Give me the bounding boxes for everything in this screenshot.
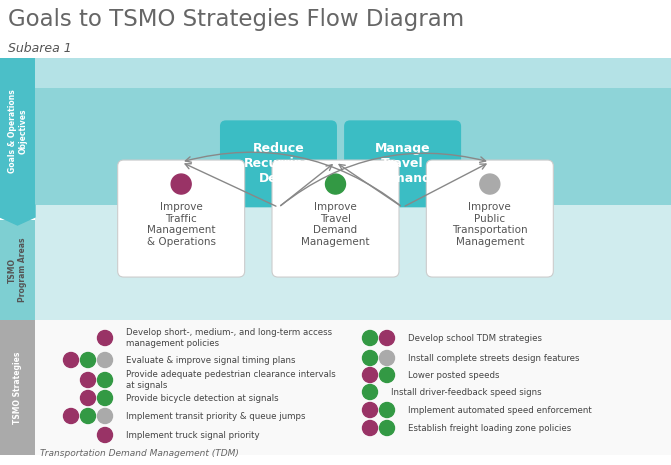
- Circle shape: [97, 352, 113, 367]
- FancyBboxPatch shape: [344, 120, 461, 207]
- Circle shape: [380, 420, 395, 436]
- Text: Establish freight loading zone policies: Establish freight loading zone policies: [408, 424, 571, 432]
- Circle shape: [81, 372, 95, 387]
- FancyBboxPatch shape: [35, 320, 671, 455]
- Circle shape: [380, 403, 395, 418]
- Text: Implement transit priority & queue jumps: Implement transit priority & queue jumps: [126, 412, 305, 420]
- Text: Implement automated speed enforcement: Implement automated speed enforcement: [408, 405, 592, 414]
- FancyBboxPatch shape: [0, 58, 35, 205]
- Circle shape: [362, 367, 378, 383]
- Circle shape: [380, 351, 395, 365]
- Text: Improve
Public
Transportation
Management: Improve Public Transportation Management: [452, 202, 527, 247]
- Circle shape: [380, 331, 395, 345]
- FancyBboxPatch shape: [35, 58, 671, 205]
- Circle shape: [97, 391, 113, 405]
- FancyBboxPatch shape: [272, 160, 399, 277]
- Text: Improve
Travel
Demand
Management: Improve Travel Demand Management: [301, 202, 370, 247]
- Text: Lower posted speeds: Lower posted speeds: [408, 371, 499, 379]
- Text: Subarea 1: Subarea 1: [8, 42, 72, 55]
- Circle shape: [362, 385, 378, 399]
- Circle shape: [81, 408, 95, 424]
- Text: Goals to TSMO Strategies Flow Diagram: Goals to TSMO Strategies Flow Diagram: [8, 8, 464, 31]
- Circle shape: [97, 427, 113, 443]
- FancyBboxPatch shape: [117, 160, 245, 277]
- Circle shape: [362, 403, 378, 418]
- FancyBboxPatch shape: [0, 320, 35, 455]
- Circle shape: [97, 408, 113, 424]
- Polygon shape: [0, 205, 35, 225]
- Circle shape: [97, 372, 113, 387]
- Text: Develop school TDM strategies: Develop school TDM strategies: [408, 333, 542, 343]
- Circle shape: [81, 391, 95, 405]
- Text: TSMO Strategies: TSMO Strategies: [13, 352, 22, 424]
- FancyBboxPatch shape: [220, 120, 337, 207]
- Circle shape: [380, 367, 395, 383]
- Circle shape: [362, 331, 378, 345]
- FancyBboxPatch shape: [35, 205, 671, 320]
- Circle shape: [362, 351, 378, 365]
- Text: Provide bicycle detection at signals: Provide bicycle detection at signals: [126, 393, 278, 403]
- Text: Transportation Demand Management (TDM): Transportation Demand Management (TDM): [40, 449, 239, 458]
- Text: Evaluate & improve signal timing plans: Evaluate & improve signal timing plans: [126, 356, 295, 365]
- Circle shape: [480, 174, 500, 194]
- Text: Improve
Traffic
Management
& Operations: Improve Traffic Management & Operations: [147, 202, 215, 247]
- Circle shape: [325, 174, 346, 194]
- Circle shape: [171, 174, 191, 194]
- Circle shape: [64, 408, 79, 424]
- FancyBboxPatch shape: [0, 220, 35, 320]
- Text: Goals & Operations
Objectives: Goals & Operations Objectives: [8, 90, 28, 173]
- Circle shape: [97, 331, 113, 345]
- Circle shape: [362, 420, 378, 436]
- FancyBboxPatch shape: [35, 58, 671, 88]
- Text: Implement truck signal priority: Implement truck signal priority: [126, 431, 260, 439]
- Text: Install complete streets design features: Install complete streets design features: [408, 353, 580, 363]
- Text: Reduce
Recurring
Delay: Reduce Recurring Delay: [244, 142, 313, 186]
- FancyBboxPatch shape: [426, 160, 554, 277]
- Text: TSMO
Program Areas: TSMO Program Areas: [8, 238, 28, 302]
- Circle shape: [64, 352, 79, 367]
- Circle shape: [81, 352, 95, 367]
- Text: Develop short-, medium-, and long-term access
management policies: Develop short-, medium-, and long-term a…: [126, 328, 332, 348]
- Text: Provide adequate pedestrian clearance intervals
at signals: Provide adequate pedestrian clearance in…: [126, 370, 336, 390]
- Text: Manage
Travel
Demand: Manage Travel Demand: [374, 142, 431, 186]
- Text: Install driver-feedback speed signs: Install driver-feedback speed signs: [391, 387, 541, 397]
